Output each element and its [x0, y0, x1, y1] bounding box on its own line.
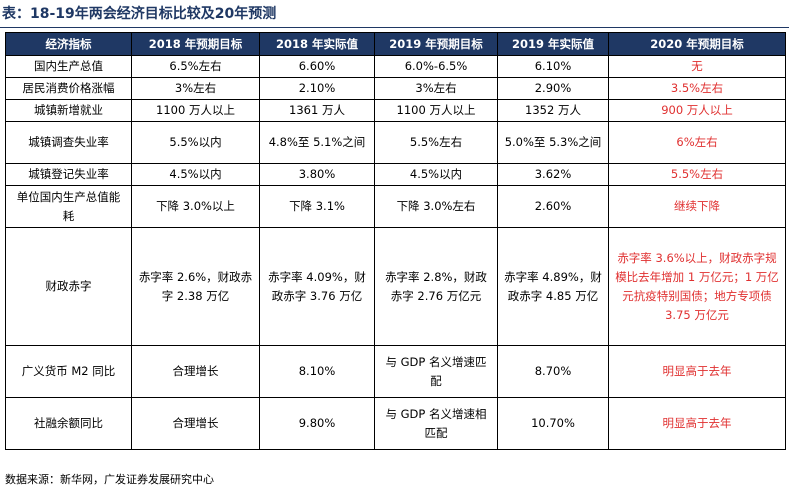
header-2018-target: 2018 年预期目标	[131, 32, 260, 56]
forecast-2020-cell: 6%左右	[608, 121, 786, 164]
target-2018-cell: 合理增长	[131, 397, 260, 450]
actual-2018-cell: 4.8%至 5.1%之间	[259, 121, 375, 164]
indicator-cell: 城镇调查失业率	[5, 121, 132, 164]
actual-2018-cell: 3.80%	[259, 163, 375, 186]
header-2018-actual: 2018 年实际值	[259, 32, 375, 56]
target-2019-cell: 与 GDP 名义增速相匹配	[374, 397, 498, 450]
table-row: 居民消费价格涨幅 3%左右 2.10% 3%左右 2.90% 3.5%左右	[5, 77, 786, 100]
forecast-2020-cell: 继续下降	[608, 185, 786, 228]
actual-2019-cell: 8.70%	[497, 345, 609, 398]
actual-2019-cell: 1352 万人	[497, 99, 609, 122]
actual-2018-cell: 9.80%	[259, 397, 375, 450]
actual-2019-cell: 3.62%	[497, 163, 609, 186]
actual-2018-cell: 6.60%	[259, 55, 375, 78]
forecast-2020-cell: 5.5%左右	[608, 163, 786, 186]
header-2019-target: 2019 年预期目标	[374, 32, 498, 56]
indicator-cell: 财政赤字	[5, 227, 132, 346]
target-2019-cell: 4.5%以内	[374, 163, 498, 186]
table-title: 表：18-19年两会经济目标比较及20年预测	[2, 6, 277, 22]
indicator-cell: 社融余额同比	[5, 397, 132, 450]
target-2019-cell: 下降 3.0%左右	[374, 185, 498, 228]
actual-2018-cell: 8.10%	[259, 345, 375, 398]
target-2018-cell: 6.5%左右	[131, 55, 260, 78]
header-2020-target: 2020 年预期目标	[608, 32, 786, 56]
target-2019-cell: 赤字率 2.8%，财政赤字 2.76 万亿元	[374, 227, 498, 346]
actual-2019-cell: 5.0%至 5.3%之间	[497, 121, 609, 164]
actual-2019-cell: 2.60%	[497, 185, 609, 228]
table-header-row: 经济指标 2018 年预期目标 2018 年实际值 2019 年预期目标 201…	[5, 32, 786, 56]
table-row: 财政赤字 赤字率 2.6%，财政赤字 2.38 万亿 赤字率 4.09%，财政赤…	[5, 227, 786, 346]
forecast-2020-cell: 900 万人以上	[608, 99, 786, 122]
actual-2019-cell: 2.90%	[497, 77, 609, 100]
target-2019-cell: 6.0%-6.5%	[374, 55, 498, 78]
forecast-2020-cell: 3.5%左右	[608, 77, 786, 100]
indicator-cell: 城镇新增就业	[5, 99, 132, 122]
actual-2018-cell: 2.10%	[259, 77, 375, 100]
indicator-cell: 居民消费价格涨幅	[5, 77, 132, 100]
forecast-2020-cell: 无	[608, 55, 786, 78]
actual-2018-cell: 下降 3.1%	[259, 185, 375, 228]
indicator-cell: 城镇登记失业率	[5, 163, 132, 186]
actual-2018-cell: 赤字率 4.09%，财政赤字 3.76 万亿	[259, 227, 375, 346]
actual-2018-cell: 1361 万人	[259, 99, 375, 122]
table-row: 城镇调查失业率 5.5%以内 4.8%至 5.1%之间 5.5%左右 5.0%至…	[5, 121, 786, 164]
table-row: 单位国内生产总值能耗 下降 3.0%以上 下降 3.1% 下降 3.0%左右 2…	[5, 185, 786, 228]
target-2019-cell: 1100 万人以上	[374, 99, 498, 122]
target-2019-cell: 与 GDP 名义增速匹配	[374, 345, 498, 398]
target-2018-cell: 赤字率 2.6%，财政赤字 2.38 万亿	[131, 227, 260, 346]
target-2018-cell: 3%左右	[131, 77, 260, 100]
table-row: 社融余额同比 合理增长 9.80% 与 GDP 名义增速相匹配 10.70% 明…	[5, 397, 786, 450]
target-2019-cell: 3%左右	[374, 77, 498, 100]
target-2019-cell: 5.5%左右	[374, 121, 498, 164]
target-2018-cell: 4.5%以内	[131, 163, 260, 186]
header-2019-actual: 2019 年实际值	[497, 32, 609, 56]
title-divider	[0, 27, 789, 28]
actual-2019-cell: 赤字率 4.89%，财政赤字 4.85 万亿	[497, 227, 609, 346]
target-2018-cell: 5.5%以内	[131, 121, 260, 164]
target-2018-cell: 合理增长	[131, 345, 260, 398]
table-row: 城镇新增就业 1100 万人以上 1361 万人 1100 万人以上 1352 …	[5, 99, 786, 122]
indicator-cell: 单位国内生产总值能耗	[5, 185, 132, 228]
header-indicator: 经济指标	[5, 32, 132, 56]
forecast-2020-cell: 赤字率 3.6%以上，财政赤字规模比去年增加 1 万亿元；1 万亿元抗疫特别国债…	[608, 227, 786, 346]
forecast-2020-cell: 明显高于去年	[608, 397, 786, 450]
table-row: 广义货币 M2 同比 合理增长 8.10% 与 GDP 名义增速匹配 8.70%…	[5, 345, 786, 398]
actual-2019-cell: 6.10%	[497, 55, 609, 78]
table-row: 城镇登记失业率 4.5%以内 3.80% 4.5%以内 3.62% 5.5%左右	[5, 163, 786, 186]
table-row: 国内生产总值 6.5%左右 6.60% 6.0%-6.5% 6.10% 无	[5, 55, 786, 78]
target-2018-cell: 1100 万人以上	[131, 99, 260, 122]
data-source-note: 数据来源：新华网，广发证券发展研究中心	[5, 473, 214, 486]
actual-2019-cell: 10.70%	[497, 397, 609, 450]
indicator-cell: 广义货币 M2 同比	[5, 345, 132, 398]
forecast-2020-cell: 明显高于去年	[608, 345, 786, 398]
indicator-cell: 国内生产总值	[5, 55, 132, 78]
economic-targets-table: 经济指标 2018 年预期目标 2018 年实际值 2019 年预期目标 201…	[5, 32, 786, 450]
target-2018-cell: 下降 3.0%以上	[131, 185, 260, 228]
